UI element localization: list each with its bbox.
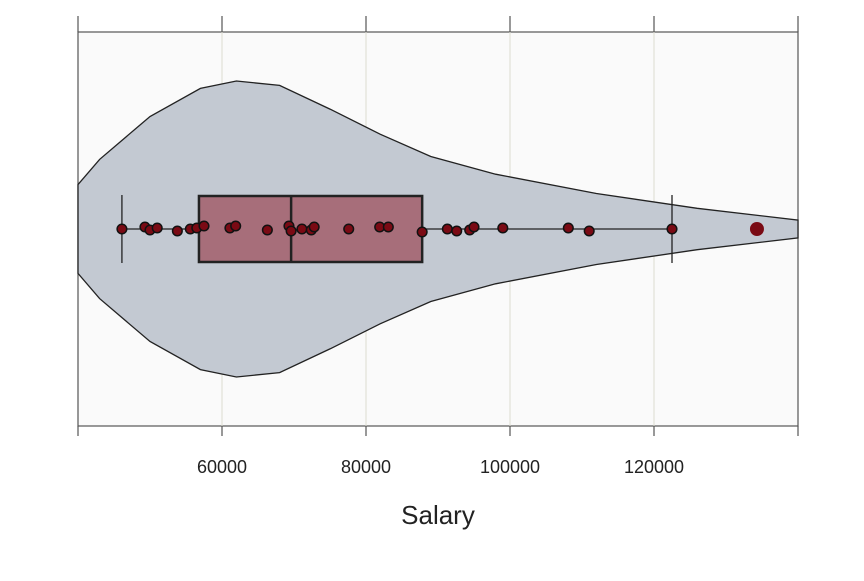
data-point: [666, 223, 678, 235]
x-tick-label: 100000: [480, 457, 540, 477]
plot-layer: [77, 32, 799, 426]
data-point: [416, 226, 428, 238]
data-point: [497, 222, 509, 234]
data-point: [308, 221, 320, 233]
data-point: [261, 224, 273, 236]
data-point: [382, 221, 394, 233]
data-point: [171, 225, 183, 237]
data-point: [285, 225, 297, 237]
data-point: [296, 223, 308, 235]
x-axis-label: Salary: [401, 500, 475, 530]
data-point: [583, 225, 595, 237]
data-point: [562, 222, 574, 234]
data-point: [468, 221, 480, 233]
data-point: [451, 225, 463, 237]
data-point: [230, 220, 242, 232]
data-point: [441, 223, 453, 235]
data-point: [151, 222, 163, 234]
data-point: [198, 220, 210, 232]
data-point: [343, 223, 355, 235]
x-tick-label: 120000: [624, 457, 684, 477]
outlier: [749, 222, 764, 236]
x-tick-label: 80000: [341, 457, 391, 477]
data-point: [116, 223, 128, 235]
x-tick-label: 60000: [197, 457, 247, 477]
